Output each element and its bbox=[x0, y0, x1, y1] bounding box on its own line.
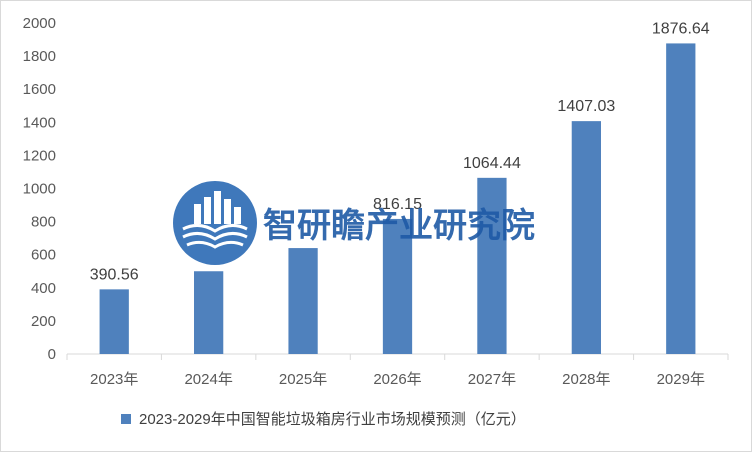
x-tick-label: 2026年 bbox=[373, 371, 421, 388]
legend-label: 2023-2029年中国智能垃圾箱房行业市场规模预测（亿元） bbox=[139, 410, 526, 428]
bar bbox=[477, 177, 507, 354]
y-tick-label: 400 bbox=[31, 280, 56, 297]
bar bbox=[99, 289, 129, 354]
y-tick-label: 200 bbox=[31, 313, 56, 330]
data-labels: 390.56 816.15 1064.44 1407.03 1876.64 bbox=[90, 20, 710, 283]
y-tick-label: 800 bbox=[31, 214, 56, 231]
y-tick-label: 2000 bbox=[23, 15, 56, 32]
data-label: 816.15 bbox=[373, 196, 422, 213]
legend-swatch bbox=[121, 414, 131, 424]
y-tick-label: 1400 bbox=[23, 114, 56, 131]
x-tick-label: 2029年 bbox=[657, 371, 705, 388]
y-tick-label: 600 bbox=[31, 247, 56, 264]
bar bbox=[382, 218, 413, 354]
legend: 2023-2029年中国智能垃圾箱房行业市场规模预测（亿元） bbox=[121, 410, 526, 428]
data-label: 390.56 bbox=[90, 266, 139, 283]
bar bbox=[288, 248, 318, 354]
book-building-logo-icon bbox=[173, 181, 257, 265]
x-tick-label: 2025年 bbox=[279, 371, 327, 388]
x-axis: 2023年 2024年 2025年 2026年 2027年 2028年 2029年 bbox=[66, 353, 729, 388]
watermark: 智研瞻产业研究院 bbox=[173, 181, 535, 265]
x-tick-label: 2027年 bbox=[468, 371, 516, 388]
bar bbox=[571, 121, 601, 354]
x-tick-label: 2028年 bbox=[562, 371, 610, 388]
watermark-text: 智研瞻产业研究院 bbox=[263, 206, 535, 246]
bar bbox=[666, 43, 696, 355]
y-tick-label: 1200 bbox=[23, 147, 56, 164]
data-label: 1876.64 bbox=[652, 20, 710, 37]
y-axis: 0 200 400 600 800 1000 1200 1400 1600 1800 2000 bbox=[23, 15, 56, 363]
y-tick-label: 0 bbox=[48, 346, 56, 363]
y-tick-label: 1000 bbox=[23, 181, 56, 198]
data-label: 1407.03 bbox=[557, 98, 615, 115]
y-tick-label: 1800 bbox=[23, 48, 56, 65]
y-tick-label: 1600 bbox=[23, 81, 56, 98]
bar bbox=[194, 271, 224, 354]
x-tick-label: 2024年 bbox=[184, 371, 232, 388]
x-tick-label: 2023年 bbox=[90, 371, 138, 388]
bars bbox=[99, 43, 696, 355]
data-label: 1064.44 bbox=[463, 155, 521, 172]
